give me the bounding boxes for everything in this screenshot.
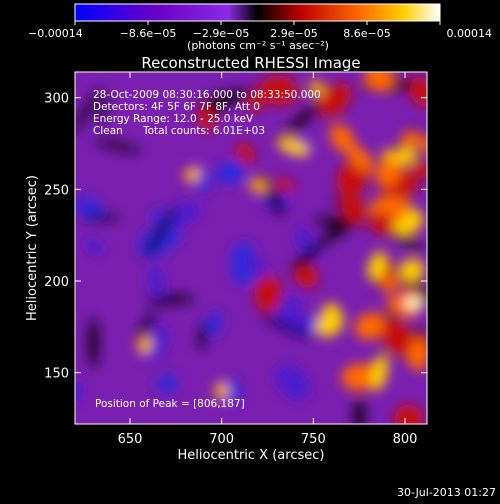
heatmap-blob <box>136 310 156 343</box>
heatmap-blob <box>414 135 427 154</box>
heatmap-blob <box>260 314 313 339</box>
heatmap-blob <box>285 104 319 135</box>
heatmap-blob <box>341 190 366 225</box>
colorbar-tick-label: −0.00014 <box>28 27 83 40</box>
heatmap-blob <box>276 365 310 401</box>
heatmap-blob <box>382 275 400 294</box>
heatmap-blob <box>254 275 282 313</box>
heatmap-blob <box>197 105 216 131</box>
heatmap-blob <box>75 86 103 135</box>
heatmap-blob <box>353 398 366 424</box>
heatmap-blob <box>291 239 326 272</box>
heatmap-blob <box>144 206 177 259</box>
heatmap-blob <box>369 212 395 236</box>
x-tick-label: 750 <box>301 432 326 447</box>
axis-ticks: 650 700 750 800 150 200 250 300 <box>44 72 427 447</box>
heatmap-blob <box>367 251 388 282</box>
x-tick-label: 650 <box>118 432 143 447</box>
annotation-time: 28-Oct-2009 08:30:16.000 to 08:33:50.000 <box>93 89 321 101</box>
annotation-energy: Energy Range: 12.0 - 25.0 keV <box>93 113 254 125</box>
annotation-detectors: Detectors: 4F 5F 6F 7F 8F, Att 0 <box>93 101 260 113</box>
heatmap-blob <box>223 378 241 405</box>
heatmap-blob <box>409 77 427 107</box>
heatmap-blob <box>381 319 413 356</box>
footer-timestamp: 30-Jul-2013 01:27 <box>397 486 496 499</box>
plot-frame <box>74 71 428 425</box>
heatmap-blob <box>207 311 222 335</box>
heatmap-blob <box>391 147 418 166</box>
heatmap-blob <box>82 214 121 221</box>
y-tick-label: 250 <box>44 183 69 198</box>
heatmap-blob <box>214 382 229 400</box>
heatmap-blob <box>273 179 296 193</box>
heatmap-blob <box>231 242 256 285</box>
heatmap-blob <box>394 404 423 424</box>
colorbar-label: (photons cm⁻² s⁻¹ asec⁻²) <box>187 39 329 52</box>
heatmap-blob <box>137 336 153 354</box>
annotation-counts: Total counts: 6.01E+03 <box>142 125 265 137</box>
heatmap-blob <box>149 265 165 299</box>
heatmap-blob <box>402 277 427 312</box>
heatmap-blob <box>148 295 194 305</box>
heatmap-blob <box>95 139 141 153</box>
heatmap-blob <box>183 167 201 183</box>
chart-title: Reconstructed RHESSI Image <box>141 54 360 72</box>
colorbar-ticks: −0.00014 −8.6e−05 −2.9e−05 2.9e−05 8.6e−05 0.… <box>28 21 492 40</box>
heatmap-blob <box>294 265 319 288</box>
y-tick-label: 200 <box>44 275 69 290</box>
annotation-method: Clean <box>93 125 123 137</box>
heatmap-blob <box>345 143 375 173</box>
colorbar-tick-label: 2.9e−05 <box>270 27 317 40</box>
heatmap-blob <box>260 75 299 106</box>
annotation-block: 28-Oct-2009 08:30:16.000 to 08:33:50.000… <box>93 89 321 410</box>
heatmap-blob <box>216 162 246 184</box>
heatmap-blob <box>370 354 389 391</box>
y-axis-label: Heliocentric Y (arcsec) <box>25 175 40 321</box>
heatmap-blob <box>381 148 399 164</box>
heatmap-blob <box>88 317 99 369</box>
heatmap-blob <box>157 374 177 394</box>
heatmap-blob <box>206 91 235 117</box>
heatmap-blob <box>75 194 86 210</box>
colorbar-tick-label: 8.6e−05 <box>343 27 390 40</box>
heatmap-blob <box>363 72 395 92</box>
y-tick-label: 300 <box>44 92 69 107</box>
colorbar <box>74 3 441 22</box>
heatmap-blob <box>277 137 310 157</box>
heatmap-blob <box>309 79 325 98</box>
heatmap-blob <box>400 131 421 147</box>
heatmap-blob <box>318 83 352 117</box>
heatmap-blob <box>341 363 379 391</box>
heatmap-blob <box>411 161 427 178</box>
colorbar-tick-label: −8.6e−05 <box>120 27 177 40</box>
x-axis-label: Heliocentric X (arcsec) <box>178 448 325 463</box>
annotation-peak: Position of Peak = [806,187] <box>95 398 245 410</box>
colorbar-tick-label: 0.00014 <box>447 27 493 40</box>
heatmap-blob <box>85 238 103 255</box>
heatmap-blob <box>275 295 301 326</box>
x-tick-label: 700 <box>209 432 234 447</box>
heatmap-blob <box>405 296 424 310</box>
x-tick-label: 800 <box>393 432 418 447</box>
heatmap-blob <box>249 178 268 193</box>
heatmap-blob <box>316 310 344 337</box>
heatmap-blob <box>399 258 425 282</box>
heatmap-blob <box>375 158 402 187</box>
heatmap-blob <box>144 326 168 362</box>
colorbar-tick-label: −2.9e−05 <box>193 27 250 40</box>
heatmap-blob <box>393 232 423 251</box>
heatmap-blob <box>198 322 207 351</box>
y-tick-label: 150 <box>44 367 69 382</box>
heatmap-blob <box>354 312 387 340</box>
heatmap-blob <box>97 95 109 125</box>
heatmap-area <box>75 72 427 424</box>
heatmap-blob <box>235 142 255 165</box>
